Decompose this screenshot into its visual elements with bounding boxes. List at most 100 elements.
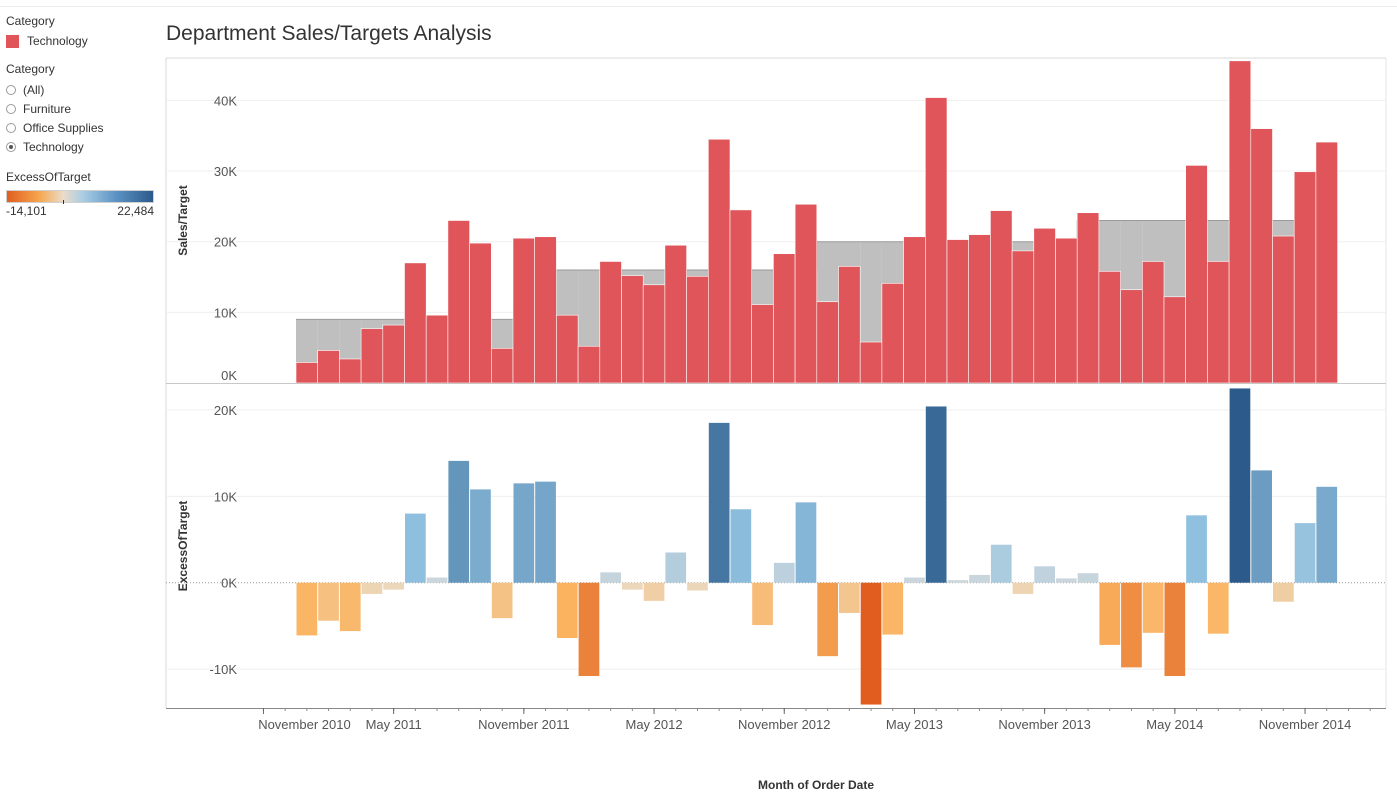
sales-bar [1294, 172, 1316, 383]
sales-bar [556, 315, 578, 383]
sales-bar [687, 276, 709, 383]
excess-bar [861, 583, 882, 705]
sales-bar [578, 346, 600, 383]
excess-bar [492, 583, 513, 618]
y-tick-label: 0K [221, 368, 237, 383]
y-tick-label: 10K [214, 305, 237, 320]
sales-bar [296, 363, 318, 383]
x-tick-label: November 2012 [738, 717, 831, 732]
sales-bar [1142, 261, 1164, 383]
sales-bar [925, 98, 947, 383]
excess-bar [535, 482, 556, 583]
excess-bar [557, 583, 578, 638]
excess-bar [709, 423, 730, 583]
excess-bar [926, 406, 947, 582]
sales-bar [1099, 271, 1121, 383]
excess-bar [948, 580, 969, 583]
sales-bar [643, 285, 665, 383]
sales-bar [513, 238, 535, 383]
y-axis-title-sales: Sales/Target [176, 185, 190, 255]
y-tick-label: 40K [214, 93, 237, 108]
excess-bar [904, 578, 925, 583]
excess-bar [774, 563, 795, 583]
sales-bar [426, 315, 448, 383]
sales-bar [817, 302, 839, 383]
excess-bar [1034, 566, 1055, 582]
sales-bar [1273, 236, 1295, 383]
sales-bar [1229, 61, 1251, 383]
excess-bar [991, 545, 1012, 583]
sales-bar [1186, 165, 1208, 383]
excess-bar [644, 583, 665, 601]
x-tick-label: May 2011 [366, 717, 422, 732]
excess-bar [817, 583, 838, 656]
excess-bar [969, 575, 990, 583]
sales-bar [1012, 251, 1034, 383]
y-tick-label: 10K [214, 489, 237, 504]
y-tick-label: 20K [214, 403, 237, 418]
excess-bar [405, 514, 426, 583]
excess-bar [752, 583, 773, 625]
excess-bar [1316, 487, 1337, 583]
sales-bar [1164, 297, 1186, 383]
excess-bar [600, 572, 621, 582]
sales-bar [839, 266, 861, 383]
sales-bar [795, 204, 817, 383]
sales-bar [470, 243, 492, 383]
sales-bar [752, 305, 774, 383]
sales-bar [1316, 142, 1338, 383]
excess-bar [882, 583, 903, 635]
x-tick-label: November 2010 [258, 717, 351, 732]
excess-bar [1078, 573, 1099, 583]
sales-bar [361, 329, 383, 383]
excess-bar [427, 578, 448, 583]
excess-bar [579, 583, 600, 676]
sales-bar [1207, 261, 1229, 383]
y-tick-label: 30K [214, 164, 237, 179]
excess-bar [1186, 515, 1207, 582]
sales-bar [448, 221, 470, 384]
excess-bar [340, 583, 361, 631]
sales-bar [860, 342, 882, 383]
excess-bar [1056, 578, 1077, 582]
sales-bar [318, 351, 340, 384]
sales-bar [947, 240, 969, 383]
excess-bar [470, 489, 491, 582]
excess-bar [796, 502, 817, 582]
excess-bar [687, 583, 708, 591]
excess-bar [1013, 583, 1034, 594]
y-tick-label: 0K [221, 576, 237, 591]
excess-bar [362, 583, 383, 594]
x-axis-title: Month of Order Date [758, 778, 874, 792]
excess-bar [1165, 583, 1186, 676]
y-axis-title-excess: ExcessOfTarget [176, 501, 190, 592]
excess-bar [383, 583, 404, 590]
excess-bar [318, 583, 339, 621]
excess-bar [1099, 583, 1120, 645]
excess-bar [1143, 583, 1164, 633]
x-tick-label: May 2012 [626, 717, 683, 732]
excess-bar [514, 483, 535, 582]
y-tick-label: -10K [210, 662, 238, 677]
sales-bar [491, 348, 513, 383]
sales-bar [1034, 228, 1056, 383]
x-tick-label: November 2014 [1259, 717, 1352, 732]
x-tick-label: November 2013 [998, 717, 1091, 732]
sales-bar [730, 210, 752, 383]
excess-bar [297, 583, 318, 636]
excess-bar [1121, 583, 1142, 668]
sales-bar [969, 235, 991, 383]
sales-bar [708, 139, 730, 383]
sales-bar [535, 237, 557, 383]
sales-bar [665, 245, 687, 383]
excess-bar [1273, 583, 1294, 602]
excess-bar [448, 461, 469, 583]
sales-bar [904, 237, 926, 383]
excess-bar [1251, 470, 1272, 582]
sales-bar [882, 283, 904, 383]
y-tick-label: 20K [214, 235, 237, 250]
sales-bar [383, 325, 405, 383]
excess-bar [1230, 388, 1251, 582]
sales-bar [339, 359, 361, 383]
